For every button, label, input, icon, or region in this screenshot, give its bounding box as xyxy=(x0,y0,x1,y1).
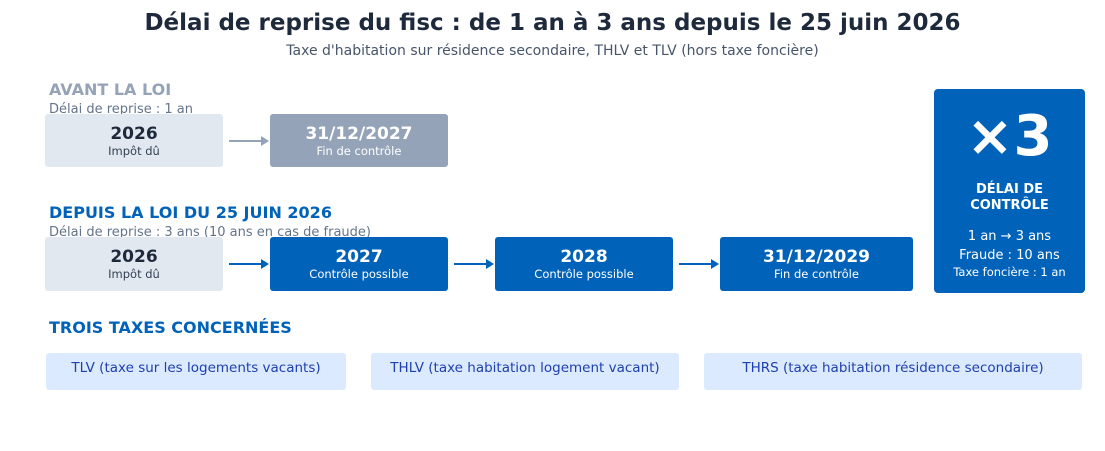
arrow-right-icon xyxy=(229,136,269,146)
page-subtitle: Taxe d'habitation sur résidence secondai… xyxy=(286,43,819,59)
arrow-right-icon xyxy=(679,259,719,269)
box-value: 2026 xyxy=(110,247,158,267)
tax-item-thrs: THRS (taxe habitation résidence secondai… xyxy=(704,353,1082,390)
box-caption: Fin de contrôle xyxy=(774,267,859,281)
box-value: 31/12/2027 xyxy=(305,123,413,144)
page-title: Délai de reprise du fisc : de 1 an à 3 a… xyxy=(144,10,961,36)
multiplier-value: ×3 xyxy=(966,104,1053,169)
highlight-card: ×3 DÉLAI DE CONTRÔLE 1 an → 3 ans Fraude… xyxy=(934,89,1085,293)
after-box-tax-due: 2026 Impôt dû xyxy=(45,237,223,291)
before-box-tax-due: 2026 Impôt dû xyxy=(45,114,223,167)
highlight-label-line2: CONTRÔLE xyxy=(970,198,1049,213)
after-heading: DEPUIS LA LOI DU 25 JUIN 2026 xyxy=(49,203,332,222)
box-caption: Contrôle possible xyxy=(534,267,634,281)
highlight-line-property-tax: Taxe foncière : 1 an xyxy=(953,265,1066,279)
tax-item-thlv: THLV (taxe habitation logement vacant) xyxy=(371,353,679,390)
arrow-right-icon xyxy=(454,259,494,269)
box-caption: Fin de contrôle xyxy=(316,143,402,158)
box-caption: Impôt dû xyxy=(108,267,160,281)
before-box-end-of-control: 31/12/2027 Fin de contrôle xyxy=(270,114,448,167)
after-box-end-of-control: 31/12/2029 Fin de contrôle xyxy=(720,237,913,291)
after-subheading: Délai de reprise : 3 ans (10 ans en cas … xyxy=(49,225,371,240)
box-caption: Contrôle possible xyxy=(309,267,409,281)
arrow-right-icon xyxy=(229,259,269,269)
highlight-line-fraud: Fraude : 10 ans xyxy=(959,248,1060,263)
box-caption: Impôt dû xyxy=(108,143,160,158)
box-value: 2027 xyxy=(335,247,383,267)
box-value: 2028 xyxy=(560,247,608,267)
box-value: 31/12/2029 xyxy=(762,247,871,267)
after-box-year-2027: 2027 Contrôle possible xyxy=(270,237,448,291)
tax-item-tlv: TLV (taxe sur les logements vacants) xyxy=(46,353,346,390)
box-value: 2026 xyxy=(110,123,158,144)
highlight-label-line1: DÉLAI DE xyxy=(975,182,1044,197)
before-subheading: Délai de reprise : 1 an xyxy=(49,102,194,117)
before-heading: AVANT LA LOI xyxy=(49,80,172,99)
highlight-label: DÉLAI DE CONTRÔLE xyxy=(934,182,1085,214)
after-box-year-2028: 2028 Contrôle possible xyxy=(495,237,673,291)
taxes-heading: TROIS TAXES CONCERNÉES xyxy=(49,318,292,337)
highlight-line-delay: 1 an → 3 ans xyxy=(967,229,1052,244)
